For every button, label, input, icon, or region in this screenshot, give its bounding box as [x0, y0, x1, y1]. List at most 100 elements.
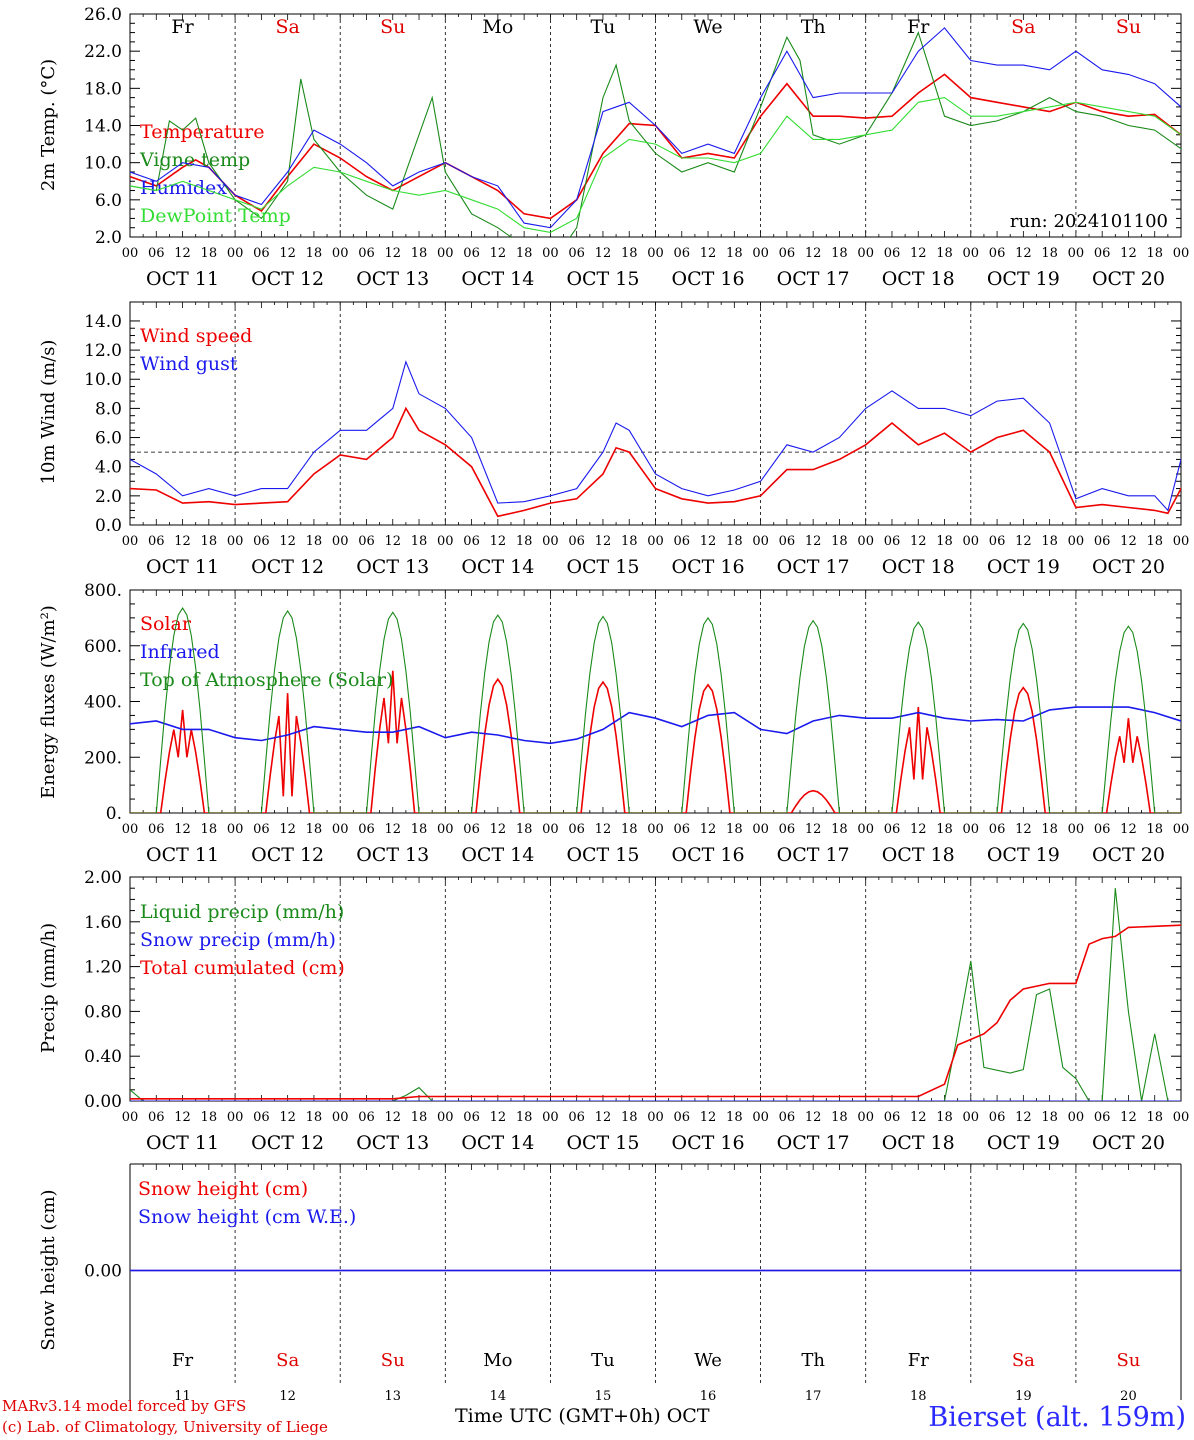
hour-tick-label: 18 [411, 822, 428, 837]
hour-tick-label: 00 [437, 534, 454, 549]
hour-tick-label: 06 [989, 822, 1006, 837]
day-number-label: 13 [384, 1389, 401, 1404]
hour-tick-label: 12 [700, 534, 717, 549]
y-tick-label: 8.0 [95, 399, 122, 419]
y-tick-label: 0.40 [84, 1047, 122, 1067]
hour-tick-label: 18 [1146, 534, 1163, 549]
hour-tick-label: 18 [201, 246, 218, 261]
hour-tick-label: 18 [621, 1110, 638, 1125]
hour-tick-label: 12 [910, 534, 927, 549]
series-line-top-of-atmosphere-solar- [130, 607, 1181, 813]
hour-tick-label: 12 [384, 534, 401, 549]
day-number-label: 12 [279, 1389, 296, 1404]
date-label: OCT 18 [882, 268, 955, 290]
series-line-vigne-temp [130, 31, 1181, 237]
hour-tick-label: 00 [542, 246, 559, 261]
date-label: OCT 12 [251, 844, 324, 866]
weekday-label: Mo [482, 16, 513, 38]
series-line-wind-gust [130, 360, 1181, 512]
series-line-total-cumulated-cm- [130, 924, 1181, 1100]
hour-tick-label: 06 [989, 534, 1006, 549]
hour-tick-label: 18 [201, 1110, 218, 1125]
date-label: OCT 11 [146, 268, 219, 290]
legend-entry: Snow precip (mm/h) [140, 929, 336, 951]
hour-tick-label: 12 [174, 1110, 191, 1125]
day-number-label: 15 [595, 1389, 612, 1404]
hour-tick-label: 12 [384, 822, 401, 837]
date-label: OCT 19 [987, 556, 1060, 578]
hour-tick-label: 00 [647, 534, 664, 549]
date-label: OCT 11 [146, 556, 219, 578]
weekday-label: Su [380, 16, 405, 38]
hour-tick-label: 06 [463, 1110, 480, 1125]
weekday-label: Tu [590, 16, 615, 38]
weekday-label: Fr [172, 1350, 193, 1371]
hour-tick-label: 18 [1041, 1110, 1058, 1125]
day-number-label: 16 [700, 1389, 717, 1404]
weekday-label: Fr [171, 16, 194, 38]
y-tick-label: 26.0 [84, 5, 122, 25]
weekday-label: Su [1116, 16, 1141, 38]
hour-tick-label: 18 [516, 246, 533, 261]
hour-tick-label: 00 [227, 1110, 244, 1125]
hour-tick-label: 18 [726, 822, 743, 837]
date-label: OCT 13 [356, 844, 429, 866]
hour-tick-label: 00 [227, 246, 244, 261]
weekday-label: Th [801, 1350, 825, 1371]
hour-tick-label: 00 [752, 534, 769, 549]
legend-entry: Vigne temp [139, 149, 250, 171]
hour-tick-label: 12 [1015, 534, 1032, 549]
hour-tick-label: 06 [148, 246, 165, 261]
hour-tick-label: 00 [227, 822, 244, 837]
date-label: OCT 17 [777, 1132, 850, 1154]
y-tick-label: 2.0 [95, 228, 122, 248]
y-tick-label: 400. [84, 693, 122, 713]
hour-tick-label: 00 [122, 246, 139, 261]
hour-tick-label: 12 [384, 1110, 401, 1125]
date-label: OCT 17 [777, 844, 850, 866]
hour-tick-label: 18 [1041, 822, 1058, 837]
hour-tick-label: 18 [831, 1110, 848, 1125]
hour-tick-label: 12 [595, 246, 612, 261]
weekday-label: Su [1116, 1350, 1140, 1371]
weekday-label: Th [801, 16, 826, 38]
hour-tick-label: 06 [358, 246, 375, 261]
weekday-label: Sa [1011, 16, 1035, 38]
hour-tick-label: 18 [621, 534, 638, 549]
hour-tick-label: 06 [253, 534, 270, 549]
hour-tick-label: 06 [568, 534, 585, 549]
weekday-label: Sa [275, 16, 299, 38]
hour-tick-label: 00 [542, 1110, 559, 1125]
date-label: OCT 15 [566, 268, 639, 290]
hour-tick-label: 18 [726, 246, 743, 261]
hour-tick-label: 18 [831, 534, 848, 549]
hour-tick-label: 12 [910, 1110, 927, 1125]
hour-tick-label: 12 [279, 1110, 296, 1125]
legend-entry: Total cumulated (cm) [140, 957, 345, 979]
y-tick-label: 2.00 [84, 868, 122, 888]
hour-tick-label: 18 [411, 534, 428, 549]
y-tick-label: 800. [84, 581, 122, 601]
hour-tick-label: 12 [490, 534, 507, 549]
date-label: OCT 18 [882, 556, 955, 578]
hour-tick-label: 06 [884, 822, 901, 837]
date-label: OCT 13 [356, 1132, 429, 1154]
hour-tick-label: 12 [595, 534, 612, 549]
day-number-label: 19 [1015, 1389, 1032, 1404]
y-tick-label: 12.0 [84, 341, 122, 361]
hour-tick-label: 12 [279, 822, 296, 837]
hour-tick-label: 12 [805, 246, 822, 261]
date-label: OCT 11 [146, 844, 219, 866]
hour-tick-label: 06 [674, 822, 691, 837]
hour-tick-label: 06 [989, 1110, 1006, 1125]
hour-tick-label: 00 [857, 246, 874, 261]
hour-tick-label: 06 [779, 534, 796, 549]
hour-tick-label: 00 [857, 1110, 874, 1125]
weekday-label: Sa [276, 1350, 299, 1371]
hour-tick-label: 18 [1146, 822, 1163, 837]
hour-tick-label: 18 [1146, 1110, 1163, 1125]
date-label: OCT 19 [987, 268, 1060, 290]
hour-tick-label: 00 [963, 534, 980, 549]
legend-entry: Temperature [140, 121, 264, 143]
hour-tick-label: 12 [279, 534, 296, 549]
